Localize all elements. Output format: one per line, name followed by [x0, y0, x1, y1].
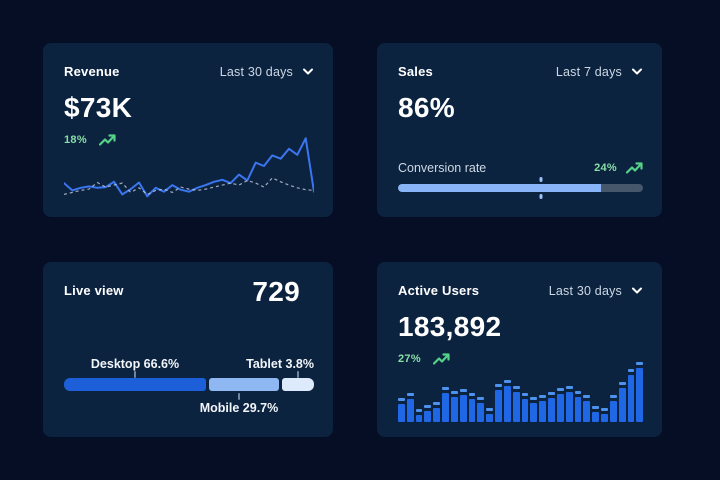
- daily-users-bar: [486, 407, 494, 422]
- revenue-period-label: Last 30 days: [219, 64, 293, 79]
- revenue-series-previous: [64, 177, 314, 196]
- daily-users-bar: [477, 396, 485, 422]
- daily-users-bar: [424, 405, 432, 422]
- mobile-connector-tick: [238, 393, 240, 400]
- conversion-rate-label: Conversion rate: [398, 160, 487, 175]
- daily-users-bar: [592, 406, 600, 422]
- daily-users-bar: [539, 395, 547, 422]
- progress-marker-above: [539, 177, 543, 182]
- sales-period-label: Last 7 days: [555, 64, 622, 79]
- live-view-card-title: Live view: [64, 283, 124, 298]
- daily-users-bar: [512, 386, 520, 422]
- desktop-segment-label: Desktop 66.6%: [90, 357, 180, 371]
- sales-change-badge: 24%: [594, 162, 643, 174]
- daily-users-bar: [530, 396, 538, 422]
- sales-card: Sales Last 7 days 86% Conversion rate 24…: [377, 43, 662, 217]
- active-users-card: Active Users Last 30 days 183,892 27%: [377, 262, 662, 437]
- conversion-progress-fill: [398, 184, 602, 192]
- desktop-connector-tick: [134, 371, 136, 378]
- daily-users-bar: [565, 386, 573, 422]
- trending-up-icon: [626, 161, 643, 174]
- live-view-value: 729: [252, 276, 300, 307]
- progress-marker-below: [539, 194, 543, 199]
- device-stacked-bar: [64, 378, 314, 391]
- revenue-change-badge: 18%: [43, 134, 333, 146]
- daily-users-bar: [609, 395, 617, 422]
- live-view-card: Live view 729 Desktop 66.6% Tablet 3.8% …: [43, 262, 333, 437]
- daily-users-bar: [406, 393, 414, 422]
- daily-users-bar: [627, 369, 635, 422]
- daily-users-bar: [415, 408, 423, 422]
- daily-users-bar: [503, 380, 511, 422]
- daily-users-bar: [636, 362, 644, 422]
- daily-users-bar: [618, 382, 626, 422]
- revenue-card: Revenue Last 30 days $73K 18%: [43, 43, 333, 217]
- daily-users-bar: [601, 407, 608, 422]
- daily-users-bar: [574, 390, 582, 422]
- active-users-change-percent: 27%: [398, 353, 421, 365]
- active-users-value: 183,892: [398, 311, 502, 342]
- daily-users-bar: [433, 402, 441, 422]
- chevron-down-icon: [632, 287, 642, 293]
- segment-mobile: [209, 378, 280, 391]
- tablet-connector-tick: [297, 371, 299, 378]
- daily-users-bar: [442, 387, 449, 422]
- active-users-period-label: Last 30 days: [548, 283, 622, 298]
- active-users-period-selector[interactable]: Last 30 days: [549, 284, 643, 298]
- revenue-card-title: Revenue: [64, 64, 120, 79]
- chevron-down-icon: [303, 68, 313, 74]
- daily-users-bar: [521, 393, 529, 422]
- chevron-down-icon: [632, 68, 642, 74]
- active-users-card-title: Active Users: [398, 283, 480, 298]
- active-users-change-badge: 27%: [377, 353, 662, 365]
- sales-value: 86%: [398, 92, 455, 123]
- segment-desktop: [64, 378, 207, 391]
- revenue-change-percent: 18%: [64, 134, 87, 146]
- daily-users-bar: [468, 393, 476, 422]
- revenue-series-current: [64, 137, 314, 198]
- sales-period-selector[interactable]: Last 7 days: [556, 65, 643, 79]
- daily-users-bar: [548, 392, 555, 422]
- daily-users-bar: [450, 390, 458, 422]
- revenue-line-chart: [64, 127, 314, 199]
- device-breakdown-chart: Desktop 66.6% Tablet 3.8% Mobile 29.7%: [64, 357, 314, 419]
- active-users-bar-chart: [398, 362, 644, 422]
- conversion-rate-row: Conversion rate 24%: [398, 160, 643, 175]
- daily-users-bar: [459, 389, 467, 422]
- mobile-segment-label: Mobile 29.7%: [199, 401, 279, 415]
- daily-users-bar: [556, 388, 564, 422]
- revenue-value: $73K: [64, 92, 133, 123]
- daily-users-bar: [398, 398, 405, 422]
- revenue-period-selector[interactable]: Last 30 days: [220, 65, 314, 79]
- segment-tablet: [282, 378, 314, 391]
- daily-users-bar: [495, 383, 502, 422]
- daily-users-bar: [583, 395, 591, 422]
- trending-up-icon: [98, 134, 116, 146]
- conversion-progress-track: [398, 184, 643, 192]
- sales-change-percent: 24%: [594, 161, 617, 174]
- tablet-segment-label: Tablet 3.8%: [246, 357, 314, 371]
- sales-card-title: Sales: [398, 64, 433, 79]
- trending-up-icon: [432, 353, 450, 365]
